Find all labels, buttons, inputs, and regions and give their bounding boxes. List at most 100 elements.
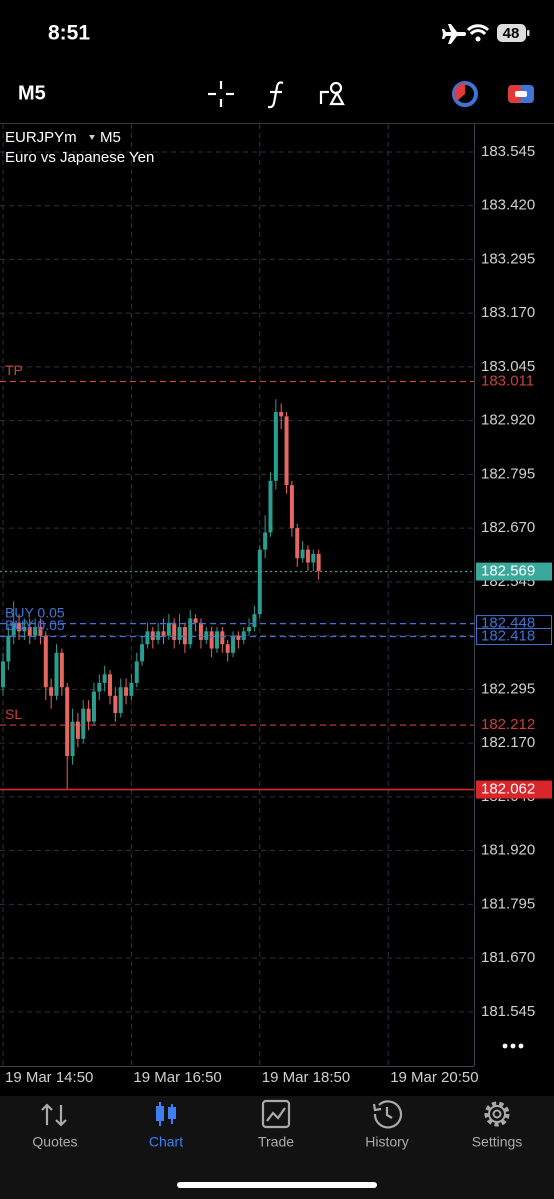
candle-body xyxy=(43,635,48,688)
y-tick-label: 182.670 xyxy=(481,519,535,536)
home-indicator xyxy=(177,1182,377,1188)
x-tick-label: 19 Mar 14:50 xyxy=(5,1069,93,1086)
crosshair-button[interactable] xyxy=(208,81,234,107)
candle-body xyxy=(113,695,118,714)
candle-body xyxy=(268,480,273,533)
level-label: TP xyxy=(5,362,23,378)
candle-body xyxy=(198,622,203,640)
y-tick-label: 183.420 xyxy=(481,197,535,214)
candle-body xyxy=(91,691,96,722)
candle-body xyxy=(156,631,161,640)
level-value: 183.011 xyxy=(481,373,534,390)
one-click-button[interactable] xyxy=(508,85,534,103)
candle-body xyxy=(247,627,252,632)
tab-label[interactable]: Trade xyxy=(258,1134,294,1150)
levels: TP 183.011 BUY 0.05 182.448 BUY 0.05 182.418 1… xyxy=(0,362,552,799)
candle-body xyxy=(134,661,139,683)
candle-body xyxy=(65,687,70,757)
settings-icon xyxy=(484,1101,510,1127)
level-value: 182.569 xyxy=(481,563,535,580)
candle-body xyxy=(284,416,289,486)
tabs: Quotes Chart Trade History Settings xyxy=(32,1134,522,1150)
status-time: 8:51 xyxy=(48,22,90,45)
x-tick-label: 19 Mar 18:50 xyxy=(262,1069,350,1086)
trade-icon xyxy=(261,1099,291,1129)
candle-body xyxy=(188,618,193,645)
candle-body xyxy=(38,627,43,636)
candle-body xyxy=(102,674,107,683)
candle-body xyxy=(129,682,134,696)
candle-body xyxy=(81,708,86,739)
level-value: 182.062 xyxy=(481,781,535,798)
candle-body xyxy=(252,614,257,628)
tab-label[interactable]: History xyxy=(365,1134,409,1150)
y-tick-label: 182.170 xyxy=(481,734,535,751)
candle-body xyxy=(145,631,150,645)
candle-body xyxy=(17,622,22,632)
battery-tip xyxy=(527,30,530,36)
candle-body xyxy=(172,622,177,640)
candle-body xyxy=(97,682,102,692)
level-marker xyxy=(476,780,552,799)
candle-body xyxy=(49,687,54,696)
more-button[interactable] xyxy=(502,1043,524,1049)
chart-icon xyxy=(156,1102,176,1126)
candle-body xyxy=(54,652,59,696)
candle-body xyxy=(257,549,262,615)
objects-button[interactable] xyxy=(319,81,345,106)
candle-body xyxy=(204,631,209,640)
candle-body xyxy=(316,553,321,572)
chart-timeframe: M5 xyxy=(100,129,121,146)
candle-body xyxy=(214,631,219,649)
level-label: SL xyxy=(5,706,22,722)
symbol-description: Euro vs Japanese Yen xyxy=(5,149,154,166)
candle-body xyxy=(70,721,75,757)
level-value: 182.448 xyxy=(481,615,535,632)
candle-body xyxy=(241,631,246,640)
candle-body xyxy=(289,485,294,529)
candle-body xyxy=(209,631,214,649)
level-label: BUY 0.05 xyxy=(5,604,65,620)
y-tick-label: 181.920 xyxy=(481,842,535,859)
candles xyxy=(0,399,321,791)
candle-body xyxy=(59,652,64,688)
tab-label[interactable]: Chart xyxy=(149,1134,183,1150)
candle-body xyxy=(75,721,80,739)
candle-body xyxy=(11,622,16,636)
indicators-button[interactable] xyxy=(267,81,284,109)
candle-body xyxy=(295,528,300,559)
timeframe-button[interactable]: M5 xyxy=(18,82,46,104)
battery xyxy=(497,24,526,42)
symbol[interactable]: EURJPYm xyxy=(5,129,77,146)
level-marker xyxy=(476,562,552,581)
candle-body xyxy=(279,412,284,417)
symbol-dropdown[interactable] xyxy=(89,135,95,140)
candle-body xyxy=(305,549,310,563)
y-tick-label: 182.295 xyxy=(481,680,535,697)
candle-body xyxy=(124,687,129,696)
candle-body xyxy=(177,627,182,640)
candle-body xyxy=(300,549,305,559)
y-tick-label: 181.795 xyxy=(481,895,535,912)
candle-body xyxy=(107,674,112,696)
y-tick-label: 183.170 xyxy=(481,304,535,321)
x-tick-label: 19 Mar 20:50 xyxy=(390,1069,478,1086)
candle-body xyxy=(311,553,316,563)
candle-body xyxy=(150,631,155,640)
candle-body xyxy=(220,631,225,645)
quotes-icon xyxy=(41,1103,67,1127)
candle-body xyxy=(166,622,171,636)
candle-body xyxy=(193,618,198,623)
candle-body xyxy=(27,627,32,636)
tab-label[interactable]: Settings xyxy=(472,1134,523,1150)
candle-body xyxy=(225,644,230,653)
history-icon xyxy=(372,1100,403,1129)
candle-body xyxy=(86,708,91,722)
wifi-icon xyxy=(466,24,490,36)
candle-body xyxy=(33,627,38,636)
level-marker xyxy=(476,627,552,645)
y-tick-label: 181.545 xyxy=(481,1003,535,1020)
y-tick-label: 181.670 xyxy=(481,949,535,966)
tab-label[interactable]: Quotes xyxy=(32,1134,77,1150)
trade-button[interactable] xyxy=(452,81,478,107)
